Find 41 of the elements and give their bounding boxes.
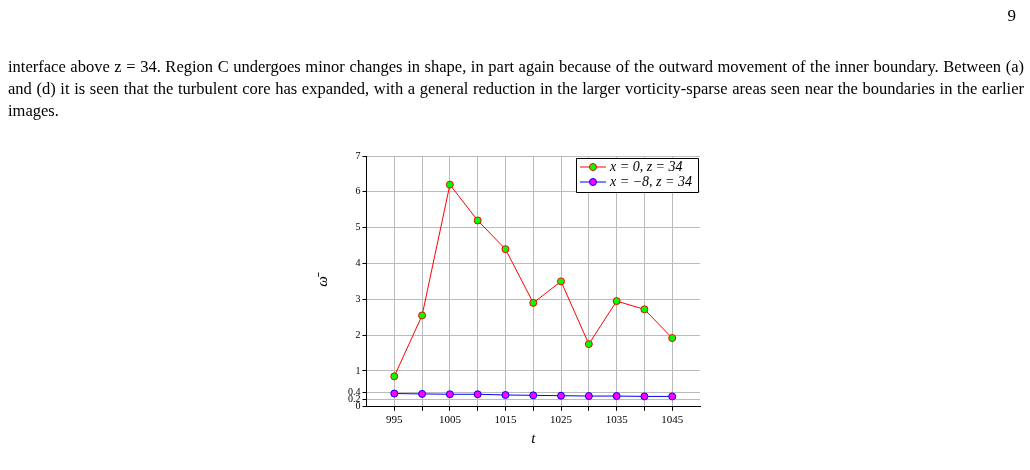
point xyxy=(612,392,621,401)
y-tick-label: 4 xyxy=(355,257,361,269)
text: interface above z = 34. Region C undergoes minor changes in shape, in part again because of the outward movement of the inner boundary. Between (a) and (d) it is seen that the turbulent core has expanded, with a general reduction in the larger vorticity-sparse areas seen near the boundaries in the earlier images. xyxy=(8,56,1024,122)
y-tick-label: 2 xyxy=(355,328,361,340)
point xyxy=(557,391,566,400)
point xyxy=(557,277,566,286)
x-tick-label: 1025 xyxy=(550,413,573,426)
y-tick-label: 6 xyxy=(355,185,361,197)
point xyxy=(668,334,677,343)
y-tick-label: 3 xyxy=(355,292,361,304)
x-tick-label: 1035 xyxy=(605,413,629,426)
point xyxy=(501,245,510,254)
x-tick-label: 1015 xyxy=(494,413,517,426)
x-tick-label: 1005 xyxy=(438,413,462,426)
text: 9 xyxy=(1007,6,1016,26)
point xyxy=(418,389,427,398)
x-axis-title: t xyxy=(531,429,537,446)
point xyxy=(640,305,649,314)
x-tick-label: 1045 xyxy=(661,413,684,426)
y-tick-label: 7 xyxy=(355,149,361,161)
point xyxy=(473,390,482,399)
legend-label: x = 0, z = 34 xyxy=(609,158,683,174)
y-axis-title: ω̄ xyxy=(313,272,330,287)
point xyxy=(612,297,621,306)
point xyxy=(390,389,399,398)
point xyxy=(445,180,454,189)
point xyxy=(529,391,538,400)
y-tick-label: 5 xyxy=(355,221,361,233)
legend-label: x = −8, z = 34 xyxy=(609,173,693,189)
point xyxy=(473,216,482,225)
point xyxy=(640,392,649,401)
point xyxy=(668,392,677,401)
x-tick-label: 995 xyxy=(386,413,404,426)
point xyxy=(418,311,427,320)
point xyxy=(390,372,399,381)
point xyxy=(584,392,593,401)
point xyxy=(529,298,538,307)
point xyxy=(584,340,593,349)
point xyxy=(501,390,510,399)
point xyxy=(445,390,454,399)
y-tick-label: 1 xyxy=(355,364,361,376)
